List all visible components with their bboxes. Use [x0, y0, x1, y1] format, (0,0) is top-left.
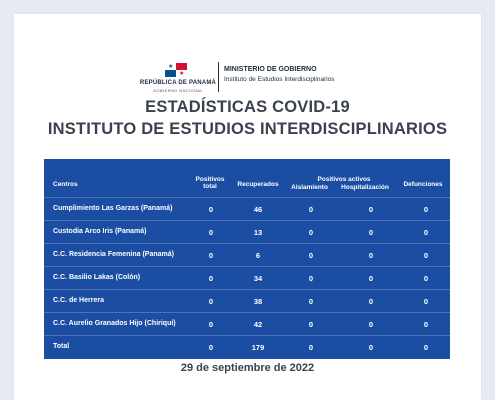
total-defunciones: 0 [423, 342, 429, 352]
row-defunciones: 0 [423, 296, 429, 306]
row-center-name: Custodia Arco Iris (Panamá) [53, 228, 147, 236]
row-positivos: 0 [208, 250, 214, 260]
row-aislamiento: 0 [308, 273, 314, 283]
government-label: GOBIERNO NACIONAL [153, 88, 203, 93]
table-row: C.C. Basilio Lakas (Colón) 0 34 0 0 0 [44, 266, 450, 289]
row-defunciones: 0 [423, 204, 429, 214]
republic-label: REPÚBLICA DE PANAMÁ [139, 80, 217, 86]
row-recuperados: 13 [253, 227, 263, 237]
row-aislamiento: 0 [308, 204, 314, 214]
row-center-name: Cumplimiento Las Garzas (Panamá) [53, 205, 173, 213]
row-recuperados: 34 [253, 273, 263, 283]
header-centros: Centros [53, 181, 78, 188]
row-aislamiento: 0 [308, 296, 314, 306]
header-positivos-activos: Positivos activos [317, 176, 371, 183]
row-hospitalizacion: 0 [368, 296, 374, 306]
row-recuperados: 42 [253, 319, 263, 329]
table-row: Custodia Arco Iris (Panamá) 0 13 0 0 0 [44, 220, 450, 243]
header-recuperados: Recuperados [237, 181, 279, 188]
row-center-name: C.C. de Herrera [53, 297, 104, 305]
row-defunciones: 0 [423, 273, 429, 283]
stats-table: Centros Positivos total Recuperados Posi… [44, 159, 450, 359]
header-logos: REPÚBLICA DE PANAMÁ GOBIERNO NACIONAL MI… [14, 56, 481, 96]
row-positivos: 0 [208, 319, 214, 329]
report-date: 29 de septiembre de 2022 [180, 362, 315, 374]
total-hospitalizacion: 0 [368, 342, 374, 352]
row-positivos: 0 [208, 204, 214, 214]
row-defunciones: 0 [423, 227, 429, 237]
row-hospitalizacion: 0 [368, 204, 374, 214]
institute-label: Instituto de Estudios Interdisciplinario… [224, 76, 335, 83]
ministry-label: MINISTERIO DE GOBIERNO [224, 66, 317, 73]
row-center-name: C.C. Basilio Lakas (Colón) [53, 274, 141, 282]
header-aislamiento: Aislamiento [291, 184, 328, 191]
panama-flag-icon [165, 63, 187, 77]
total-recuperados: 179 [251, 342, 265, 352]
header-hospitalizacion: Hospitalización [341, 184, 389, 191]
row-aislamiento: 0 [308, 227, 314, 237]
row-hospitalizacion: 0 [368, 227, 374, 237]
table-row: Cumplimiento Las Garzas (Panamá) 0 46 0 … [44, 197, 450, 220]
row-defunciones: 0 [423, 319, 429, 329]
row-aislamiento: 0 [308, 250, 314, 260]
title-line-1: ESTADÍSTICAS COVID-19 [145, 98, 350, 116]
total-label: Total [53, 343, 70, 351]
row-positivos: 0 [208, 273, 214, 283]
row-defunciones: 0 [423, 250, 429, 260]
row-recuperados: 46 [253, 204, 263, 214]
header-positivos-total: Positivos total [195, 176, 225, 190]
header-defunciones: Defunciones [403, 181, 443, 188]
table-row: C.C. de Herrera 0 38 0 0 0 [44, 289, 450, 312]
table-total-row: Total 0 179 0 0 0 [44, 335, 450, 358]
row-hospitalizacion: 0 [368, 250, 374, 260]
table-row: C.C. Aurelio Granados Hijo (Chiriquí) 0 … [44, 312, 450, 335]
row-positivos: 0 [208, 227, 214, 237]
row-center-name: C.C. Residencia Femenina (Panamá) [53, 251, 174, 259]
row-recuperados: 6 [255, 250, 261, 260]
total-positivos: 0 [208, 342, 214, 352]
total-aislamiento: 0 [308, 342, 314, 352]
title-line-2: INSTITUTO DE ESTUDIOS INTERDISCIPLINARIO… [47, 120, 448, 138]
row-center-name: C.C. Aurelio Granados Hijo (Chiriquí) [53, 320, 176, 328]
infographic-card: REPÚBLICA DE PANAMÁ GOBIERNO NACIONAL MI… [14, 14, 481, 400]
row-recuperados: 38 [253, 296, 263, 306]
table-row: C.C. Residencia Femenina (Panamá) 0 6 0 … [44, 243, 450, 266]
row-hospitalizacion: 0 [368, 319, 374, 329]
row-aislamiento: 0 [308, 319, 314, 329]
row-hospitalizacion: 0 [368, 273, 374, 283]
header-divider [218, 62, 219, 92]
row-positivos: 0 [208, 296, 214, 306]
